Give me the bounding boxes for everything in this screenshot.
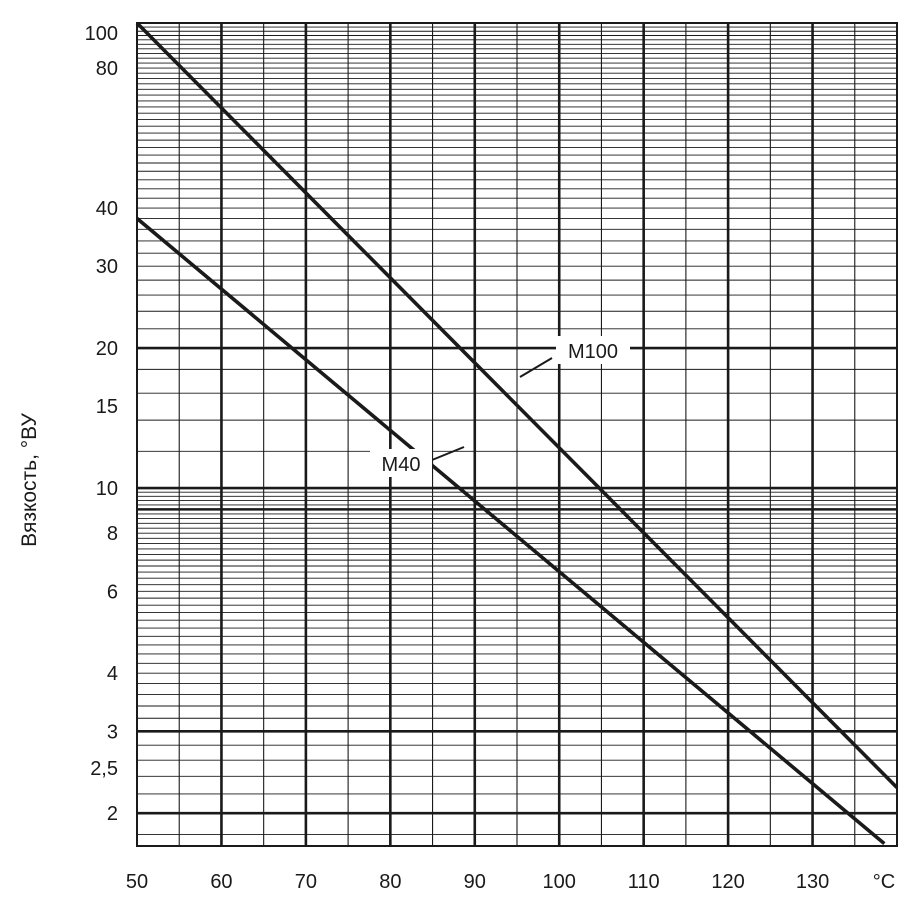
x-tick-label: 90 [464,871,486,893]
y-tick-label: 4 [107,663,118,685]
y-tick-label: 80 [96,58,118,80]
x-tick-label: 110 [628,871,660,893]
x-tick-label: 80 [379,871,401,893]
y-tick-label: 20 [96,338,118,360]
x-tick-labels: 50 60 70 80 90 100 110 120 130 [126,871,829,893]
y-tick-labels: 2 2,5 3 4 6 8 10 15 20 30 40 80 100 [85,23,118,825]
series-line-m40 [135,217,886,846]
series-label-m100: М100 [519,336,630,378]
series-label-m40-background [370,449,432,477]
series-label-m100-background [556,336,630,364]
plot-frame [136,22,898,847]
x-tick-label: 70 [295,871,317,893]
y-tick-label: 30 [96,256,118,278]
x-tick-label: 100 [543,871,576,893]
y-tick-label: 100 [85,23,118,45]
y-tick-label: 6 [107,581,118,603]
plot-border [136,22,898,847]
x-tick-label: 50 [126,871,148,893]
grid-major [137,23,897,846]
series-label-m40-leader [431,446,465,461]
x-tick-label: 120 [711,871,744,893]
series-label-m100-text: М100 [568,341,618,363]
x-tick-label: 60 [210,871,232,893]
series-line-m100 [135,21,899,789]
y-tick-label: 10 [96,478,118,500]
y-tick-label: 3 [107,721,118,743]
y-tick-label: 40 [96,198,118,220]
grid-minor [137,23,897,846]
series-label-m40: М40 [370,446,465,477]
y-tick-label: 2 [107,803,118,825]
x-axis-unit: °C [873,871,895,893]
series-label-m40-text: М40 [382,454,421,476]
series-layer [135,21,899,846]
series-label-m100-leader [519,357,553,378]
y-axis-label: Вязкость, °ВУ [18,413,41,547]
y-tick-label: 8 [107,523,118,545]
y-tick-label: 15 [96,396,118,418]
y-tick-label: 2,5 [90,758,118,780]
x-tick-label: 130 [796,871,829,893]
